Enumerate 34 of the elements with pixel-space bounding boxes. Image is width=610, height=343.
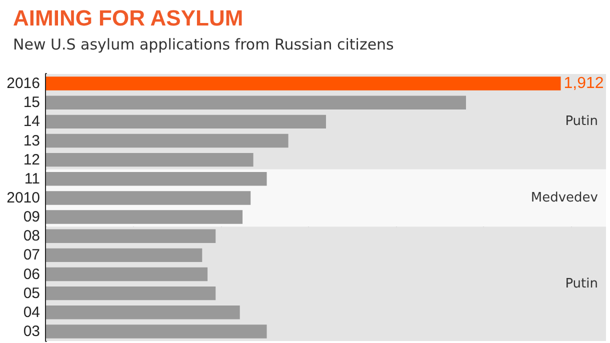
bar bbox=[46, 267, 208, 282]
y-tick-label: 04 bbox=[23, 304, 40, 321]
y-tick-label: 13 bbox=[23, 132, 40, 150]
bar bbox=[46, 191, 251, 205]
chart-subtitle: New U.S asylum applications from Russian citizens bbox=[13, 36, 394, 54]
chart-title: AIMING FOR ASYLUM bbox=[13, 6, 244, 30]
band-label: Medvedev bbox=[530, 190, 598, 206]
y-tick-label: 08 bbox=[23, 228, 40, 245]
band-label: Putin bbox=[565, 276, 598, 292]
y-tick-label: 09 bbox=[23, 208, 40, 226]
y-tick-label: 03 bbox=[23, 322, 40, 340]
bar bbox=[46, 210, 243, 224]
bar bbox=[46, 76, 561, 90]
data-label: 1,912 bbox=[564, 75, 604, 92]
y-tick-label: 2016 bbox=[6, 75, 40, 92]
y-tick-label: 15 bbox=[23, 94, 40, 112]
bar bbox=[46, 114, 326, 129]
band-label: Putin bbox=[565, 114, 598, 130]
bar bbox=[46, 96, 466, 110]
bar bbox=[46, 248, 202, 262]
bar bbox=[46, 324, 267, 338]
bar bbox=[46, 306, 240, 320]
bar bbox=[46, 152, 254, 167]
y-tick-label: 06 bbox=[23, 266, 40, 283]
bar bbox=[46, 134, 288, 148]
y-tick-label: 14 bbox=[23, 113, 40, 130]
y-tick-label: 07 bbox=[23, 246, 40, 264]
y-tick-label: 12 bbox=[23, 151, 40, 168]
bar bbox=[46, 229, 216, 243]
y-tick-label: 05 bbox=[23, 284, 40, 302]
bar bbox=[46, 172, 267, 186]
y-tick-label: 2010 bbox=[6, 189, 40, 206]
y-tick-label: 11 bbox=[24, 170, 40, 188]
bar bbox=[46, 286, 216, 300]
